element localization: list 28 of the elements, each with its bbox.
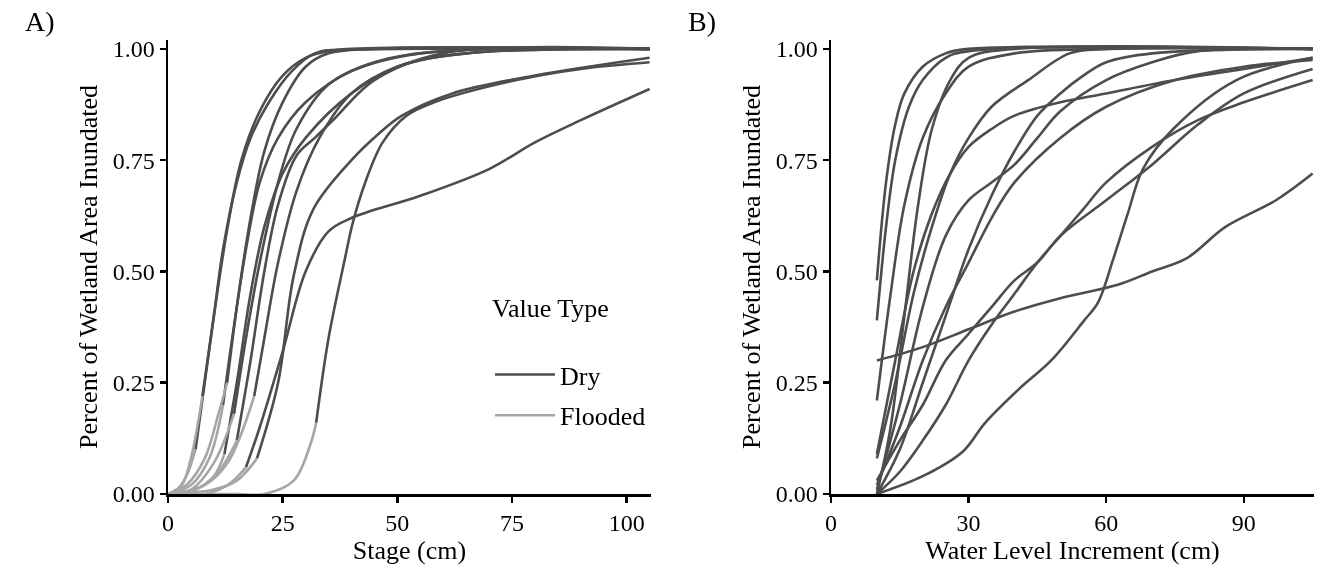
x-tick-label: 100 (608, 510, 645, 537)
x-tick-label: 75 (500, 510, 525, 537)
legend-title: Value Type (492, 294, 609, 324)
y-tick-label: 1.00 (112, 36, 155, 63)
y-tick-label: 1.00 (775, 36, 818, 63)
x-tick-label: 90 (1231, 510, 1256, 537)
x-tick-label: 25 (270, 510, 295, 537)
y-tick-label: 0.00 (112, 481, 155, 508)
x-axis-title: Stage (cm) (352, 536, 467, 566)
y-tick-label: 0.25 (112, 370, 155, 397)
text: B) (688, 6, 716, 37)
legend-label: Dry (560, 361, 601, 391)
x-tick-label: 0 (162, 510, 174, 537)
y-tick-label: 0.00 (775, 481, 818, 508)
y-tick-label: 0.75 (112, 147, 155, 174)
x-tick-label: 50 (385, 510, 410, 537)
y-tick-label: 0.25 (775, 370, 818, 397)
x-axis-title: Water Level Increment (cm) (925, 536, 1220, 566)
x-tick-label: 0 (825, 510, 837, 537)
y-tick-label: 0.50 (775, 258, 818, 285)
y-axis-title: Percent of Wetland Area Inundated (73, 84, 103, 450)
y-axis-title: Percent of Wetland Area Inundated (736, 84, 766, 450)
text: A) (25, 6, 55, 37)
y-tick-label: 0.50 (112, 258, 155, 285)
legend-label: Flooded (560, 402, 646, 432)
x-tick-label: 30 (956, 510, 981, 537)
y-tick-label: 0.75 (775, 147, 818, 174)
x-tick-label: 60 (1094, 510, 1119, 537)
